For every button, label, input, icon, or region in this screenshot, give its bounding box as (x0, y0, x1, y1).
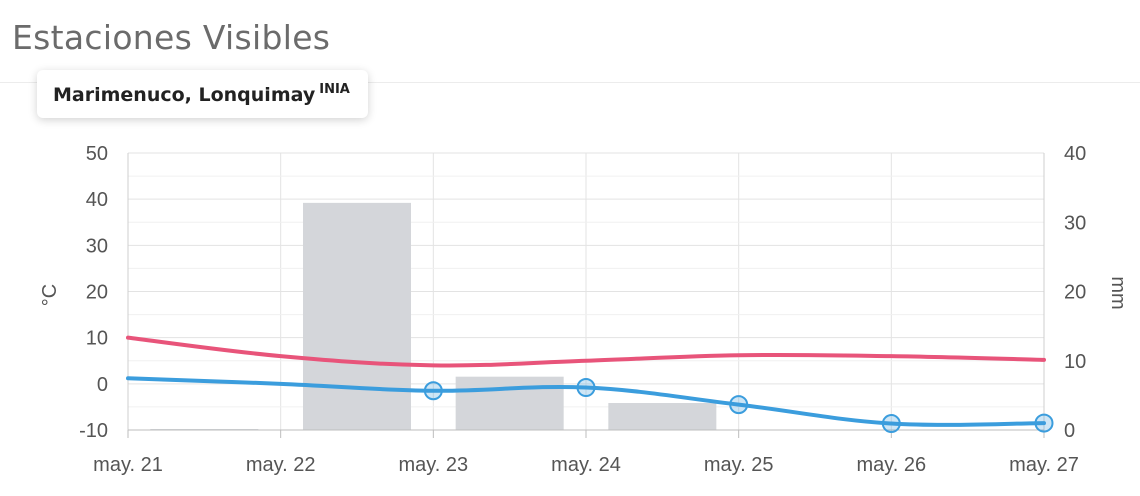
y-right-tick-label: 10 (1064, 351, 1086, 373)
page-title: Estaciones Visibles (12, 18, 331, 57)
temperature-line (126, 376, 1046, 427)
y-left-axis-title: °C (39, 284, 61, 306)
temperature-point (1034, 413, 1054, 433)
x-tick-label: may. 23 (398, 454, 468, 476)
precipitation-bar (608, 402, 717, 430)
y-left-tick-label: 50 (86, 143, 108, 165)
x-tick-label: may. 24 (551, 454, 621, 476)
y-right-tick-label: 0 (1064, 420, 1075, 442)
y-right-tick-label: 40 (1064, 143, 1086, 165)
y-right-axis-title: mm (1107, 276, 1129, 309)
y-left-tick-label: 0 (97, 374, 108, 396)
x-tick-label: may. 21 (93, 454, 163, 476)
y-left-tick-label: 40 (86, 189, 108, 211)
station-source: INIA (319, 82, 350, 97)
station-label-card[interactable]: Marimenuco, Lonquimay INIA (37, 70, 368, 118)
header-divider (0, 82, 1140, 83)
x-tick-label: may. 22 (246, 454, 316, 476)
precipitation-bar (303, 202, 411, 430)
y-right-tick-label: 20 (1064, 282, 1086, 304)
x-tick-label: may. 25 (704, 454, 774, 476)
temperature-line (126, 335, 1046, 368)
temperature-point (576, 378, 596, 398)
x-tick-label: may. 26 (856, 454, 926, 476)
y-left-tick-label: 20 (86, 282, 108, 304)
y-left-tick-label: 30 (86, 235, 108, 257)
x-tick-label: may. 27 (1009, 454, 1079, 476)
station-name: Marimenuco, Lonquimay (53, 84, 316, 106)
y-left-tick-label: -10 (79, 420, 108, 442)
temperature-point (423, 381, 443, 401)
precipitation-bar (455, 376, 564, 430)
temperature-point (881, 414, 901, 434)
y-right-tick-label: 30 (1064, 212, 1086, 234)
temperature-point (729, 395, 749, 415)
y-left-tick-label: 10 (86, 328, 108, 350)
